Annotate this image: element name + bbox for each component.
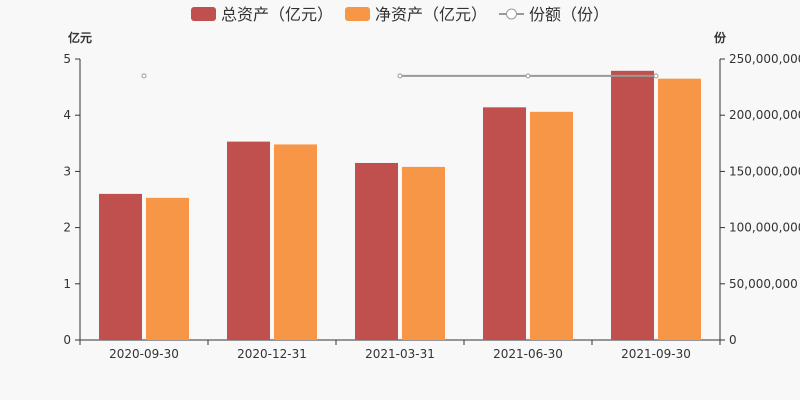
y-left-tick-label: 0 — [63, 333, 71, 347]
bar — [355, 162, 398, 340]
bar — [402, 166, 445, 340]
y-left-tick-label: 3 — [63, 164, 71, 178]
legend-swatch — [191, 7, 216, 21]
bar — [530, 111, 573, 340]
y-right-tick-label: 0 — [729, 333, 737, 347]
y-left-tick-label: 2 — [63, 221, 71, 235]
y-right-tick-label: 250,000,000 — [729, 52, 800, 66]
bar — [274, 144, 317, 340]
y-axis-right-title: 份 — [714, 30, 727, 45]
x-tick-label: 2021-06-30 — [493, 347, 563, 361]
y-left-tick-label: 4 — [63, 108, 71, 122]
y-right-tick-label: 50,000,000 — [729, 277, 798, 291]
bar — [99, 193, 142, 340]
legend-label: 总资产（亿元） — [221, 5, 333, 24]
y-left-tick-label: 1 — [63, 277, 71, 291]
y-right-tick-label: 150,000,000 — [729, 164, 800, 178]
line-point — [653, 73, 659, 79]
bar — [146, 197, 189, 340]
plot-area: 0 1 2 3 4 5 0 50,000,000 100,000,000 150,000,000 2… — [63, 52, 800, 361]
bar — [483, 107, 526, 340]
x-tick-label: 2020-12-31 — [237, 347, 307, 361]
bar — [227, 141, 270, 340]
legend-label: 净资产（亿元） — [375, 5, 487, 24]
y-axis-left-title: 亿元 — [68, 30, 92, 45]
y-right-tick-label: 100,000,000 — [729, 221, 800, 235]
y-left-tick-label: 5 — [63, 52, 71, 66]
x-tick-label: 2021-03-31 — [365, 347, 435, 361]
legend-swatch — [345, 7, 370, 21]
x-tick-label: 2021-09-30 — [621, 347, 691, 361]
y-right-tick-label: 200,000,000 — [729, 108, 800, 122]
legend-marker — [506, 8, 517, 20]
line-point — [397, 73, 403, 79]
line-point — [141, 73, 147, 79]
legend: 总资产（亿元） 净资产（亿元） 份额（份） — [191, 5, 609, 24]
x-tick-label: 2020-09-30 — [109, 347, 179, 361]
line-point — [525, 73, 531, 79]
legend-label: 份额（份） — [529, 5, 609, 24]
bar — [611, 70, 654, 340]
bar — [658, 78, 701, 341]
